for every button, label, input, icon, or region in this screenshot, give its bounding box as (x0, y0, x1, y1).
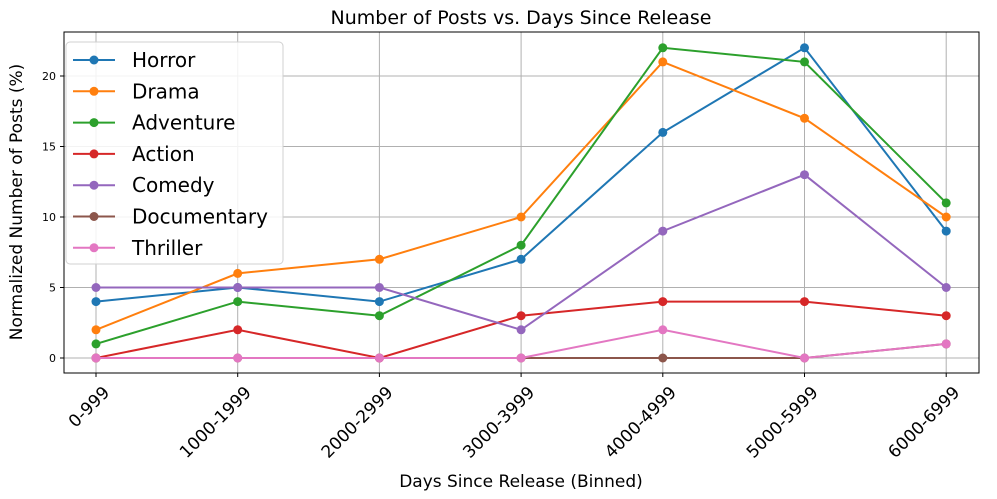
data-point (374, 311, 384, 321)
legend-item-horror: Horror (73, 48, 196, 72)
data-point (800, 57, 809, 67)
data-point (374, 283, 384, 292)
legend-label: Horror (132, 48, 196, 72)
x-axis-ticks: 0-999 1000-1999 2000-2999 3000-3999 4000-499… (65, 373, 964, 463)
data-point (91, 353, 101, 363)
legend-box (65, 41, 284, 265)
x-tick-label: 5000-5999 (743, 383, 823, 463)
legend-marker-icon (89, 149, 99, 159)
data-point (233, 325, 243, 335)
data-point (658, 127, 668, 137)
series-thriller (91, 325, 951, 363)
series-drama (91, 57, 951, 335)
data-point (658, 43, 668, 53)
series-lines (91, 43, 951, 363)
data-point (91, 283, 101, 292)
series-action (91, 297, 951, 363)
data-point (800, 43, 809, 53)
y-tick-label: 5 (49, 282, 56, 295)
legend-item-comedy: Comedy (73, 173, 215, 197)
data-point (941, 311, 951, 321)
data-point (516, 254, 526, 264)
y-tick-label: 15 (42, 141, 56, 154)
y-tick-label: 20 (42, 70, 56, 83)
data-point (374, 353, 384, 363)
legend-item-drama: Drama (73, 79, 200, 103)
legend-label: Adventure (132, 111, 235, 135)
data-point (658, 226, 668, 236)
data-point (941, 226, 951, 236)
data-point (516, 240, 526, 250)
data-point (941, 283, 951, 292)
x-tick-label: 1000-1999 (176, 383, 256, 463)
data-point (941, 198, 951, 208)
x-tick-label: 2000-2999 (318, 383, 398, 463)
legend-label: Documentary (132, 205, 268, 229)
y-tick-label: 0 (49, 352, 56, 365)
x-tick-label: 0-999 (65, 383, 114, 432)
x-tick-label: 6000-6999 (885, 383, 965, 463)
series-adventure (91, 43, 951, 349)
legend-label: Thriller (131, 236, 203, 260)
y-tick-label: 10 (42, 211, 56, 224)
legend-marker-icon (89, 86, 99, 96)
x-axis-label: Days Since Release (Binned) (399, 472, 643, 492)
legend-item-thriller: Thriller (73, 236, 203, 260)
legend-item-adventure: Adventure (73, 111, 235, 135)
legend-item-action: Action (73, 142, 195, 166)
data-point (516, 325, 526, 335)
data-point (800, 113, 809, 123)
legend-marker-icon (89, 212, 99, 221)
data-point (91, 339, 101, 349)
data-point (233, 353, 243, 363)
legend-label: Comedy (132, 173, 215, 197)
data-point (800, 297, 809, 307)
legend-label: Drama (132, 79, 200, 103)
series-comedy (91, 170, 951, 335)
data-point (91, 297, 101, 307)
chart-title: Number of Posts vs. Days Since Release (331, 7, 712, 29)
data-point (516, 353, 526, 363)
y-axis-label: Normalized Number of Posts (%) (7, 64, 27, 341)
legend: Horror Drama Adventure Action Comedy Document… (65, 41, 284, 265)
data-point (658, 325, 668, 335)
legend-item-documentary: Documentary (73, 205, 268, 229)
x-tick-label: 3000-3999 (459, 383, 539, 463)
legend-marker-icon (89, 55, 99, 65)
data-point (516, 212, 526, 222)
data-point (233, 297, 243, 307)
legend-marker-icon (89, 118, 99, 128)
legend-marker-icon (89, 243, 99, 253)
data-point (91, 325, 101, 335)
data-point (658, 353, 668, 363)
data-point (516, 311, 526, 321)
data-point (800, 353, 809, 363)
legend-marker-icon (89, 180, 99, 190)
data-point (374, 254, 384, 264)
data-point (658, 297, 668, 307)
x-tick-label: 4000-4999 (601, 383, 681, 463)
data-point (233, 283, 243, 292)
data-point (941, 212, 951, 222)
y-axis-ticks: 0 5 10 15 20 (42, 70, 64, 365)
data-point (800, 170, 809, 180)
data-point (941, 339, 951, 349)
data-point (374, 297, 384, 307)
data-point (658, 57, 668, 67)
legend-label: Action (132, 142, 195, 166)
data-point (233, 268, 243, 278)
